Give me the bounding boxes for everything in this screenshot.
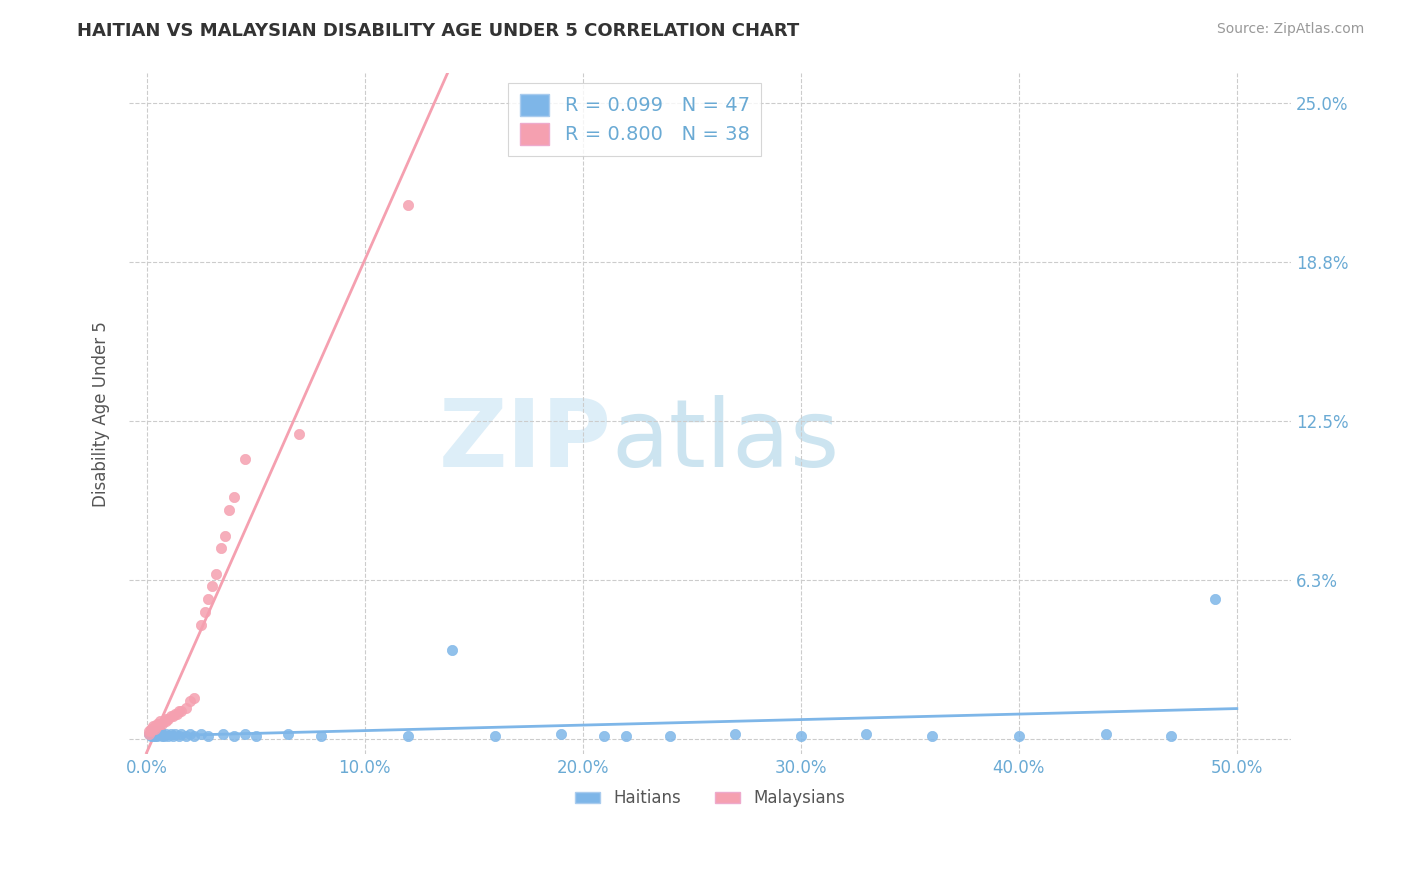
Point <box>167 730 190 744</box>
Point <box>614 730 637 744</box>
Point <box>921 730 943 744</box>
Point <box>179 694 201 708</box>
Point <box>139 730 162 744</box>
Point <box>139 724 162 739</box>
Point <box>150 716 173 731</box>
Point <box>484 730 506 744</box>
Point <box>142 722 165 736</box>
Point <box>157 712 180 726</box>
Point <box>183 730 205 744</box>
Point <box>222 491 245 505</box>
Text: Source: ZipAtlas.com: Source: ZipAtlas.com <box>1216 22 1364 37</box>
Point <box>149 716 172 731</box>
Point <box>155 727 177 741</box>
Point <box>155 714 177 728</box>
Point <box>142 727 165 741</box>
Point <box>855 727 877 741</box>
Point <box>143 722 166 736</box>
Point <box>222 730 245 744</box>
Point <box>179 727 201 741</box>
Point <box>159 709 181 723</box>
Point <box>724 727 747 741</box>
Point <box>170 727 193 741</box>
Point <box>183 691 205 706</box>
Point <box>149 714 172 728</box>
Point <box>157 730 180 744</box>
Point <box>142 719 165 733</box>
Point <box>162 709 184 723</box>
Point <box>1008 730 1031 744</box>
Point <box>288 426 311 441</box>
Text: ZIP: ZIP <box>439 395 612 487</box>
Point <box>143 724 166 739</box>
Point <box>170 704 193 718</box>
Point <box>209 541 232 556</box>
Point <box>143 730 166 744</box>
Point <box>218 503 240 517</box>
Point <box>174 730 197 744</box>
Point <box>150 727 173 741</box>
Point <box>139 722 162 736</box>
Point <box>150 730 173 744</box>
Point <box>440 643 463 657</box>
Point <box>396 198 419 212</box>
Point <box>233 452 256 467</box>
Point <box>593 730 616 744</box>
Point <box>146 727 169 741</box>
Point <box>205 566 228 581</box>
Point <box>211 727 233 741</box>
Point <box>167 704 190 718</box>
Point <box>153 730 176 744</box>
Point <box>1095 727 1118 741</box>
Point <box>155 712 177 726</box>
Point <box>396 730 419 744</box>
Point <box>163 727 186 741</box>
Point <box>214 528 236 542</box>
Point <box>245 730 267 744</box>
Legend: Haitians, Malaysians: Haitians, Malaysians <box>569 782 852 814</box>
Text: atlas: atlas <box>612 395 839 487</box>
Point <box>233 727 256 741</box>
Point <box>138 727 160 741</box>
Point <box>149 724 172 739</box>
Point <box>194 605 217 619</box>
Point <box>162 730 184 744</box>
Point <box>139 724 162 739</box>
Point <box>146 719 169 733</box>
Point <box>309 730 332 744</box>
Point <box>197 592 219 607</box>
Point <box>201 579 224 593</box>
Point <box>190 727 212 741</box>
Point <box>197 730 219 744</box>
Point <box>658 730 681 744</box>
Point <box>550 727 572 741</box>
Point <box>138 727 160 741</box>
Point <box>1160 730 1182 744</box>
Point <box>146 730 169 744</box>
Point <box>789 730 811 744</box>
Point <box>277 727 299 741</box>
Point <box>146 716 169 731</box>
Point <box>163 706 186 721</box>
Point <box>138 724 160 739</box>
Point <box>149 727 172 741</box>
Point <box>174 701 197 715</box>
Point <box>1204 592 1226 607</box>
Point <box>142 730 165 744</box>
Point <box>159 727 181 741</box>
Point <box>143 719 166 733</box>
Text: HAITIAN VS MALAYSIAN DISABILITY AGE UNDER 5 CORRELATION CHART: HAITIAN VS MALAYSIAN DISABILITY AGE UNDE… <box>77 22 800 40</box>
Point <box>190 617 212 632</box>
Y-axis label: Disability Age Under 5: Disability Age Under 5 <box>93 320 110 507</box>
Point <box>166 706 188 721</box>
Point <box>153 714 176 728</box>
